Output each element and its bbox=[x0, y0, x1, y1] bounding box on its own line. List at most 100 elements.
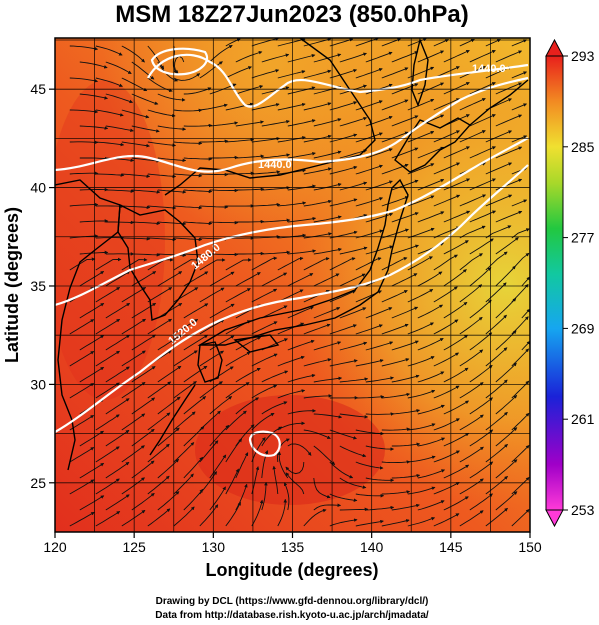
streamline bbox=[443, 496, 469, 511]
streamline bbox=[433, 385, 460, 399]
streamline bbox=[365, 307, 393, 319]
streamline bbox=[183, 123, 213, 128]
streamline bbox=[443, 178, 471, 191]
streamline bbox=[485, 39, 501, 47]
streamline bbox=[105, 303, 131, 319]
streamline bbox=[79, 366, 105, 383]
colorbar-tick-label: 293 bbox=[571, 48, 595, 64]
streamline bbox=[131, 493, 155, 511]
streamline bbox=[121, 205, 151, 210]
streamline bbox=[251, 256, 278, 271]
streamline bbox=[121, 287, 147, 303]
streamline bbox=[157, 93, 186, 102]
streamline bbox=[459, 316, 483, 335]
colorbar-ticks: 293 285 277 269 261 253 bbox=[563, 48, 595, 518]
streamline bbox=[391, 442, 421, 447]
map-title: MSM 18Z27Jun2023 (850.0hPa) bbox=[115, 1, 469, 28]
streamline bbox=[339, 507, 369, 512]
streamline bbox=[407, 356, 435, 367]
streamline bbox=[459, 284, 483, 303]
streamline bbox=[339, 181, 368, 191]
streamline bbox=[131, 334, 156, 351]
streamline bbox=[511, 228, 530, 239]
streamline bbox=[407, 389, 436, 399]
streamline bbox=[235, 483, 248, 511]
streamline bbox=[131, 253, 161, 257]
streamline bbox=[287, 273, 314, 287]
streamline bbox=[121, 141, 150, 148]
streamline bbox=[417, 500, 445, 511]
streamline bbox=[235, 251, 265, 256]
streamline bbox=[79, 303, 105, 319]
streamline bbox=[511, 39, 528, 47]
streamline bbox=[261, 370, 289, 383]
streamline bbox=[147, 258, 174, 271]
colorbar-top-arrow bbox=[545, 38, 564, 57]
streamline bbox=[391, 340, 419, 351]
streamline bbox=[313, 503, 342, 511]
streamline bbox=[105, 366, 130, 383]
streamline bbox=[277, 322, 305, 335]
streamline bbox=[95, 141, 125, 147]
streamline bbox=[303, 257, 330, 271]
y-axis-ticks: 25 30 35 40 45 bbox=[30, 81, 55, 491]
streamline bbox=[495, 330, 517, 351]
streamline bbox=[235, 272, 261, 287]
contour-closed-low-south bbox=[248, 430, 281, 457]
streamline bbox=[173, 506, 195, 527]
streamline bbox=[365, 148, 393, 159]
streamline bbox=[183, 396, 207, 415]
streamline bbox=[417, 50, 445, 63]
streamline bbox=[303, 323, 331, 335]
streamline bbox=[433, 352, 460, 367]
streamline bbox=[147, 475, 170, 495]
streamline bbox=[69, 511, 95, 527]
streamline bbox=[157, 157, 187, 163]
streamline bbox=[495, 297, 517, 319]
streamline bbox=[485, 411, 508, 431]
streamline bbox=[251, 38, 280, 47]
streamline bbox=[209, 220, 239, 225]
streamline bbox=[157, 125, 187, 131]
streamline bbox=[131, 189, 161, 194]
streamline bbox=[495, 491, 518, 511]
x-tick-label: 140 bbox=[360, 539, 384, 555]
streamline bbox=[433, 98, 460, 111]
streamline bbox=[417, 371, 445, 383]
streamline bbox=[209, 121, 239, 127]
streamline bbox=[225, 382, 250, 399]
streamline bbox=[329, 493, 358, 502]
streamline bbox=[261, 53, 290, 63]
streamline bbox=[313, 118, 342, 127]
streamline bbox=[329, 429, 357, 440]
streamline bbox=[95, 77, 123, 87]
streamline bbox=[339, 413, 369, 419]
streamline bbox=[485, 225, 512, 239]
coastline-ryukyu bbox=[149, 384, 196, 456]
streamline bbox=[69, 140, 99, 145]
streamline bbox=[79, 250, 109, 255]
streamline bbox=[433, 254, 458, 271]
streamline bbox=[225, 102, 254, 111]
streamline bbox=[313, 247, 342, 255]
streamline bbox=[79, 61, 108, 69]
streamline bbox=[417, 179, 445, 191]
streamline bbox=[105, 93, 134, 104]
x-tick-label: 130 bbox=[202, 539, 226, 555]
streamline bbox=[95, 446, 120, 463]
streamline bbox=[303, 429, 331, 439]
warm-core-west bbox=[55, 80, 165, 400]
streamline bbox=[95, 109, 124, 117]
streamline bbox=[381, 256, 408, 271]
streamline bbox=[69, 319, 95, 335]
streamline bbox=[521, 340, 530, 351]
streamline bbox=[261, 119, 290, 127]
streamline bbox=[365, 115, 393, 127]
streamline bbox=[417, 211, 445, 223]
streamline bbox=[433, 39, 449, 47]
streamline bbox=[303, 69, 332, 79]
streamline bbox=[443, 334, 468, 351]
footer-drawing-credit: Drawing by DCL (https://www.gfd-dennou.o… bbox=[156, 596, 429, 607]
streamline bbox=[485, 476, 508, 495]
streamline bbox=[391, 51, 419, 63]
